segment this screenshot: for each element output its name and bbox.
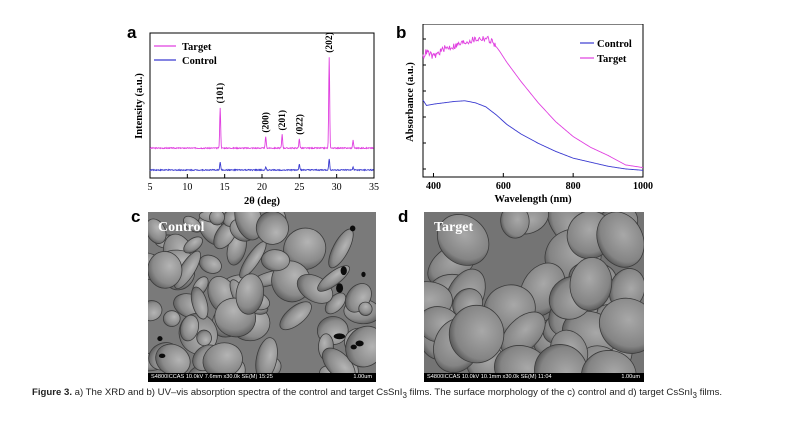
peak-label: (200) — [261, 112, 272, 133]
sem-grain — [500, 212, 530, 239]
panel-label-d: d — [398, 207, 409, 226]
x-axis-label: 2θ (deg) — [244, 196, 281, 207]
sem-footer-control: S4800ICCAS 10.0kV 7.6mm x30.0k SE(M) 15:… — [148, 373, 376, 382]
sem-pore — [355, 340, 364, 347]
panel-label-a: a — [127, 23, 137, 42]
uvvis-chart: 400 600 800 1000 Control Target Wavelength … — [405, 24, 653, 205]
xrd-chart: 5 10 15 20 25 30 35 (101)(200) (201) (022)(202) … — [134, 32, 379, 207]
x-tick-label: 15 — [220, 182, 230, 193]
y-axis-label: Intensity (a.u.) — [134, 73, 145, 139]
y-axis-label: Absorbance (a.u.) — [405, 62, 416, 142]
sem-grain — [255, 212, 289, 245]
x-tick-label: 400 — [426, 181, 441, 192]
peak-label: (201) — [277, 110, 288, 131]
legend-control-label: Control — [597, 39, 632, 50]
caption-text-2: films. The surface morphology of the c) … — [406, 387, 693, 398]
series-line-control — [149, 158, 374, 172]
x-tick-label: 25 — [294, 182, 304, 193]
sem-info-target: S4800ICCAS 10.0kV 10.1mm x30.0k SE(M) 11… — [427, 374, 552, 380]
caption-text-1: a) The XRD and b) UV–vis absorption spec… — [71, 387, 403, 398]
sem-grain — [183, 215, 203, 233]
sem-image-target: Target S4800ICCAS 10.0kV 10.1mm x30.0k S… — [424, 212, 644, 382]
sem-footer-target: S4800ICCAS 10.0kV 10.1mm x30.0k SE(M) 11… — [424, 373, 644, 382]
sem-pore — [333, 333, 346, 340]
sem-texture-target — [424, 212, 644, 382]
sem-pore — [157, 336, 163, 342]
sem-image-control: Control S4800ICCAS 10.0kV 7.6mm x30.0k S… — [148, 212, 376, 382]
sem-grain — [598, 297, 644, 354]
sem-grain — [436, 214, 490, 266]
series-line-control — [422, 99, 644, 171]
x-tick-label: 600 — [496, 181, 511, 192]
panel-label-b: b — [396, 23, 407, 42]
caption-label: Figure 3. — [32, 387, 72, 398]
figure-caption: Figure 3. a) The XRD and b) UV–vis absor… — [32, 386, 772, 402]
sem-grain — [569, 257, 613, 311]
sem-grain — [148, 251, 183, 289]
caption-text-3: films. — [696, 387, 723, 398]
x-tick-label: 30 — [332, 182, 342, 193]
x-tick-label: 35 — [369, 182, 379, 193]
sem-pore — [361, 271, 366, 278]
series-line-target — [422, 35, 644, 169]
sem-pore — [340, 266, 347, 276]
x-tick-label: 10 — [182, 182, 192, 193]
sem-grain — [162, 310, 181, 327]
caption-sub-1: 3 — [402, 390, 407, 400]
panel-label-c: c — [131, 207, 141, 226]
x-tick-label: 800 — [566, 181, 581, 192]
peak-label: (101) — [215, 83, 226, 104]
sem-label-target: Target — [434, 220, 474, 235]
sem-grain — [148, 300, 163, 322]
sem-grain — [148, 218, 167, 244]
x-axis-label: Wavelength (nm) — [494, 194, 572, 205]
sem-grain — [235, 273, 265, 315]
sem-grain — [596, 212, 644, 268]
sem-info-control: S4800ICCAS 10.0kV 7.6mm x30.0k SE(M) 15:… — [151, 374, 273, 380]
legend-target-label: Target — [597, 54, 627, 65]
sem-grain — [448, 304, 505, 364]
sem-grain — [183, 236, 203, 254]
sem-label-control: Control — [158, 220, 205, 235]
x-tick-label: 5 — [148, 182, 153, 193]
sem-grain — [190, 286, 209, 320]
sem-pore — [349, 225, 356, 232]
sem-texture-control — [148, 212, 376, 382]
legend-control-label: Control — [182, 56, 217, 67]
legend-target-label: Target — [182, 42, 212, 53]
sem-pore — [336, 283, 344, 293]
x-tick-label: 1000 — [633, 181, 653, 192]
sem-grain — [209, 212, 225, 226]
caption-sub-2: 3 — [692, 390, 697, 400]
sem-scale-control: 1.00um — [353, 374, 372, 380]
sem-grain — [358, 301, 373, 316]
sem-pore — [158, 353, 166, 359]
sem-grain — [261, 249, 290, 272]
series-line-target — [149, 57, 374, 150]
peak-label: (202) — [324, 32, 335, 53]
sem-grain — [534, 344, 588, 382]
sem-grain — [279, 301, 312, 331]
sem-pore — [350, 344, 357, 350]
sem-grain — [345, 325, 376, 368]
peak-label: (022) — [294, 114, 305, 135]
x-tick-label: 20 — [257, 182, 267, 193]
sem-grain — [179, 314, 200, 342]
sem-scale-target: 1.00um — [621, 374, 640, 380]
